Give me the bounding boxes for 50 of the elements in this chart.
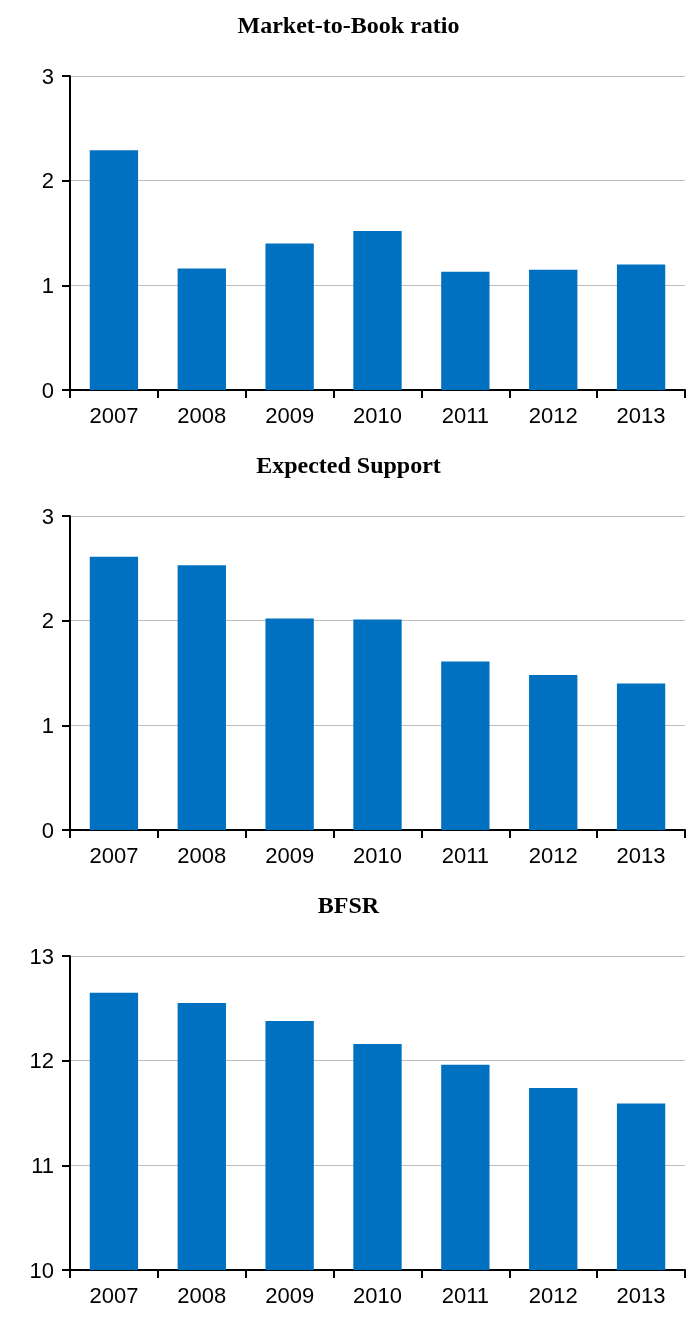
x-tick-label: 2007	[89, 402, 139, 428]
y-tick-label: 3	[41, 63, 54, 89]
bar	[353, 230, 402, 390]
y-tick-label: 0	[41, 817, 54, 843]
y-tick-label: 12	[29, 1048, 54, 1074]
y-tick-label: 1	[41, 272, 54, 298]
y-tick-label: 2	[41, 608, 54, 634]
bar	[441, 661, 490, 830]
y-tick-label: 13	[29, 943, 54, 969]
y-tick-label: 3	[41, 503, 54, 529]
y-tick-label: 1	[41, 712, 54, 738]
x-tick-label: 2008	[177, 842, 227, 868]
bar	[89, 556, 139, 830]
x-tick-label: 2010	[353, 1282, 402, 1308]
x-tick-label: 2008	[177, 1282, 227, 1308]
bar	[529, 675, 578, 830]
x-tick-label: 2009	[265, 402, 315, 428]
bar	[89, 150, 139, 390]
x-tick-label: 2009	[265, 842, 315, 868]
bar	[441, 271, 490, 390]
x-tick-label: 2013	[616, 1282, 666, 1308]
y-tick-label: 11	[31, 1152, 54, 1178]
x-tick-label: 2013	[616, 842, 666, 868]
x-tick-label: 2013	[616, 402, 666, 428]
y-tick-label: 10	[29, 1257, 54, 1283]
x-tick-label: 2011	[441, 842, 490, 868]
y-tick-label: 2	[41, 168, 54, 194]
bar	[353, 619, 402, 830]
y-tick-label: 0	[41, 377, 54, 403]
chart-title: Market-to-Book ratio	[237, 12, 460, 38]
x-tick-label: 2007	[89, 842, 139, 868]
x-tick-label: 2008	[177, 402, 227, 428]
bar	[616, 264, 666, 390]
x-tick-label: 2007	[89, 1282, 139, 1308]
bar	[265, 618, 314, 830]
x-tick-label: 2010	[353, 842, 402, 868]
chart-title: BFSR	[317, 892, 380, 918]
bar	[265, 243, 314, 390]
bar	[616, 683, 666, 830]
bar	[177, 268, 226, 390]
x-tick-label: 2011	[441, 1282, 490, 1308]
x-tick-label: 2011	[441, 402, 490, 428]
x-tick-label: 2009	[265, 1282, 315, 1308]
x-tick-label: 2010	[353, 402, 402, 428]
x-tick-label: 2012	[528, 842, 578, 868]
chart-title: Expected Support	[256, 452, 441, 478]
x-tick-label: 2012	[528, 1282, 578, 1308]
bar	[529, 269, 578, 390]
bar	[177, 565, 226, 830]
x-tick-label: 2012	[528, 402, 578, 428]
